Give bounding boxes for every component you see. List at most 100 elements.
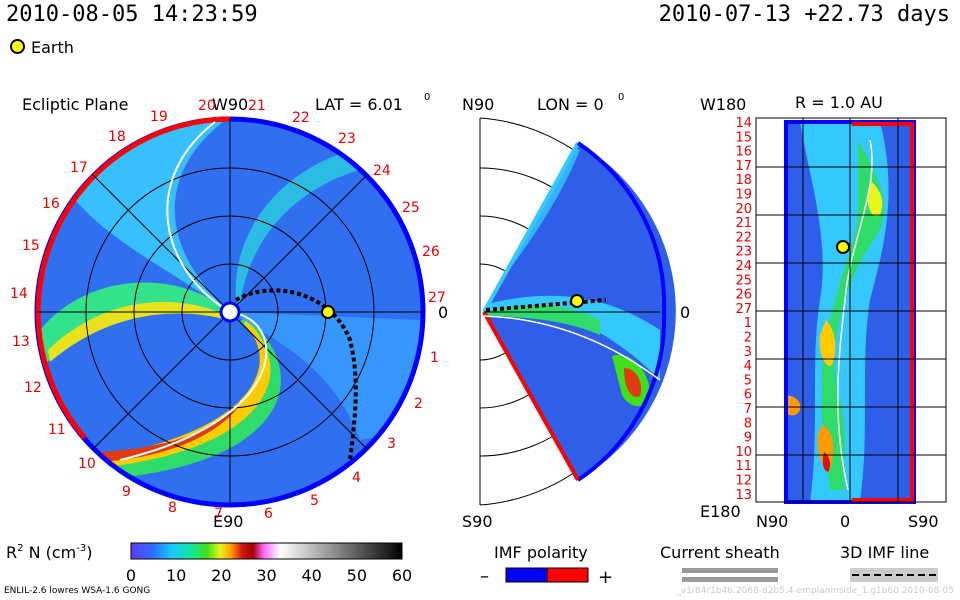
synoptic-y-label: 22 [735, 230, 752, 245]
meridional-current-sheath [483, 315, 661, 381]
synoptic-y-label: 3 [744, 345, 752, 360]
imf-minus-sign: – [480, 566, 489, 587]
tick-19: 19 [150, 109, 168, 125]
meridional-green-band [484, 305, 600, 335]
colorbar: R2 N (cm-3) 0 10 20 30 40 50 60 [6, 542, 412, 585]
colorbar-tick: 60 [392, 566, 412, 585]
meridional-rim-neg [576, 141, 667, 313]
colorbar-tick: 50 [347, 566, 367, 585]
colorbar-gradient [130, 542, 403, 560]
meridional-lon-degree: 0 [618, 92, 624, 103]
ecliptic-panel: Ecliptic Plane W90 LAT = 6.01 0 0 E90 20… [10, 92, 448, 531]
synoptic-y-label: 6 [744, 388, 752, 403]
tick-24: 24 [373, 163, 391, 179]
synoptic-left-blob [786, 395, 801, 416]
ecliptic-bottom-label: E90 [213, 512, 243, 531]
tick-8: 8 [168, 500, 177, 516]
synoptic-y-label: 16 [735, 145, 752, 160]
tick-5: 5 [310, 493, 319, 509]
imf-line-swatch-bg [850, 568, 938, 582]
synoptic-current-sheath [837, 139, 873, 491]
tick-14: 14 [10, 286, 28, 302]
imf-polarity-legend: IMF polarity – + [480, 543, 613, 588]
colorbar-label: R2 N (cm-3) [6, 543, 93, 562]
synoptic-title: R = 1.0 AU [795, 93, 883, 112]
meridional-bottom-left: S90 [462, 512, 493, 531]
synoptic-x-s90: S90 [908, 512, 939, 531]
synoptic-y-label: 10 [735, 445, 752, 460]
tick-16: 16 [42, 196, 60, 212]
meridional-lon-label: LON = 0 [537, 95, 604, 114]
meridional-rim-neg-lower [576, 311, 667, 482]
tick-9: 9 [122, 484, 131, 500]
cyan-wedge [232, 312, 420, 440]
synoptic-bottom-left: E180 [700, 502, 741, 521]
synoptic-y-label: 20 [735, 202, 752, 217]
imf-plus-sign: + [598, 567, 613, 588]
meridional-panel: N90 LON = 0 0 0 S90 [462, 92, 690, 531]
earth-legend-label: Earth [31, 38, 74, 57]
synoptic-y-label: 5 [744, 373, 752, 388]
tick-26: 26 [422, 244, 440, 260]
synoptic-panel: W180 R = 1.0 AU E180 N90 0 S90 141516171… [700, 93, 947, 531]
sun-inner-boundary [219, 301, 241, 323]
tick-13: 13 [12, 334, 30, 350]
tick-3: 3 [387, 436, 396, 452]
synoptic-y-label: 11 [735, 459, 752, 474]
colorbar-tick: 30 [256, 566, 276, 585]
dense-arm-2 [80, 316, 281, 480]
imf-line-title: 3D IMF line [840, 543, 929, 562]
synoptic-earth-marker [836, 240, 850, 254]
earth-icon [10, 39, 25, 54]
current-sheath-title: Current sheath [660, 543, 780, 562]
tick-23: 23 [338, 131, 356, 147]
tick-17: 17 [70, 160, 88, 176]
run-id: _v1/84r1b46.2068-d2b5.4-emplaninside_1.g… [676, 586, 954, 596]
synoptic-x-n90: N90 [756, 512, 788, 531]
sheath-swatch-2 [682, 577, 778, 582]
meridional-upper-edge [482, 142, 580, 313]
synoptic-yellow-2 [819, 320, 836, 366]
meridional-cyan-band [484, 295, 660, 380]
colorbar-tick: 0 [126, 566, 136, 585]
ecliptic-lat-label: LAT = 6.01 [315, 95, 403, 114]
dense-arm-1-core [48, 301, 228, 362]
ecliptic-rim-pos [35, 116, 231, 440]
tick-20: 20 [198, 98, 216, 114]
tick-7: 7 [214, 506, 223, 522]
synoptic-y-label: 4 [744, 359, 752, 374]
meridional-dense-core [624, 368, 642, 397]
synoptic-y-label: 24 [735, 259, 752, 274]
synoptic-red-1 [817, 425, 834, 471]
meridional-lower-edge [482, 311, 580, 481]
synoptic-frame-pos [852, 122, 914, 502]
model-version: ENLIL-2.6 lowres WSA-1.6 GONG [4, 586, 151, 596]
tick-4: 4 [352, 470, 361, 486]
imf-negative-swatch [505, 567, 548, 583]
synoptic-y-label: 27 [735, 302, 752, 317]
ecliptic-carrington-ticks: 20 21 22 23 24 25 26 27 1 2 3 4 5 6 7 8 … [10, 98, 446, 522]
ecliptic-title: Ecliptic Plane [22, 95, 128, 114]
model-time: 2010-08-05 14:23:59 [6, 2, 258, 27]
ecliptic-top-label: W90 [212, 95, 248, 114]
tick-11: 11 [48, 422, 66, 438]
meridional-top-left: N90 [462, 95, 494, 114]
imf-line [234, 288, 358, 461]
synoptic-x-0: 0 [840, 512, 850, 531]
synoptic-y-label: 18 [735, 173, 752, 188]
synoptic-y-label: 1 [744, 316, 752, 331]
current-sheath-legend: Current sheath [660, 543, 780, 582]
synoptic-axes-box [755, 117, 947, 503]
imf-polarity-title: IMF polarity [494, 543, 588, 562]
tick-18: 18 [108, 129, 126, 145]
synoptic-y-label: 26 [735, 288, 752, 303]
tick-1: 1 [430, 350, 439, 366]
tick-12: 12 [24, 380, 42, 396]
tick-6: 6 [264, 506, 273, 522]
imf-line-legend: 3D IMF line [840, 543, 938, 582]
synoptic-y-label: 14 [735, 116, 752, 131]
synoptic-y-label: 15 [735, 130, 752, 145]
colorbar-tick: 40 [301, 566, 321, 585]
tick-22: 22 [292, 110, 310, 126]
imf-positive-swatch [546, 567, 589, 583]
